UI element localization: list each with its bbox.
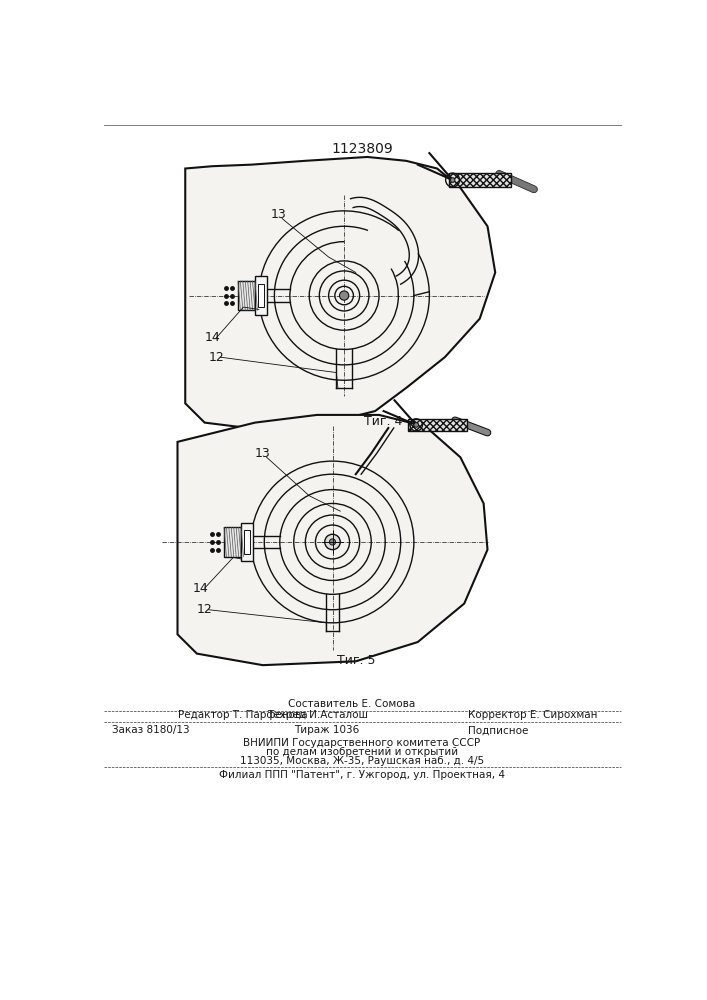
Text: Τиг. 4: Τиг. 4 [363,415,402,428]
Text: Тираж 1036: Тираж 1036 [293,725,359,735]
Text: 14: 14 [204,331,221,344]
Bar [449,173,510,187]
Text: Составитель Е. Сомова: Составитель Е. Сомова [288,699,416,709]
Circle shape [450,178,455,182]
Bar [255,276,267,315]
Circle shape [329,539,336,545]
Bar [244,530,250,554]
Text: Редактор Т. Парфенова: Редактор Т. Парфенова [177,710,307,720]
Bar [224,527,241,557]
Bar [258,284,264,307]
Text: 1123809: 1123809 [332,142,394,156]
Circle shape [339,291,349,300]
Circle shape [414,423,419,427]
Text: по делам изобретений и открытий: по делам изобретений и открытий [266,747,458,757]
Text: Заказ 8180/13: Заказ 8180/13 [112,725,189,735]
Text: Филиал ППП "Патент", г. Ужгород, ул. Проектная, 4: Филиал ППП "Патент", г. Ужгород, ул. Про… [219,770,505,780]
Bar [241,523,253,561]
Polygon shape [177,415,488,665]
Text: Τиг. 5: Τиг. 5 [337,654,375,667]
Text: ВНИИПИ Государственного комитета СССР: ВНИИПИ Государственного комитета СССР [243,738,481,748]
Text: 113035, Москва, Ж-35, Раушская наб., д. 4/5: 113035, Москва, Ж-35, Раушская наб., д. … [240,756,484,766]
Text: 12: 12 [197,603,213,616]
Polygon shape [185,157,495,430]
Bar [238,281,255,310]
Text: Техред И.Асталош: Техред И.Асталош [267,710,368,720]
Text: Подписное: Подписное [468,725,529,735]
Bar [409,419,467,431]
Text: 13: 13 [271,208,286,221]
Circle shape [325,534,340,550]
Text: 13: 13 [255,447,271,460]
Text: 12: 12 [209,351,224,364]
Text: 14: 14 [193,582,209,595]
Text: Корректор Е. Сирохман: Корректор Е. Сирохман [468,710,597,720]
